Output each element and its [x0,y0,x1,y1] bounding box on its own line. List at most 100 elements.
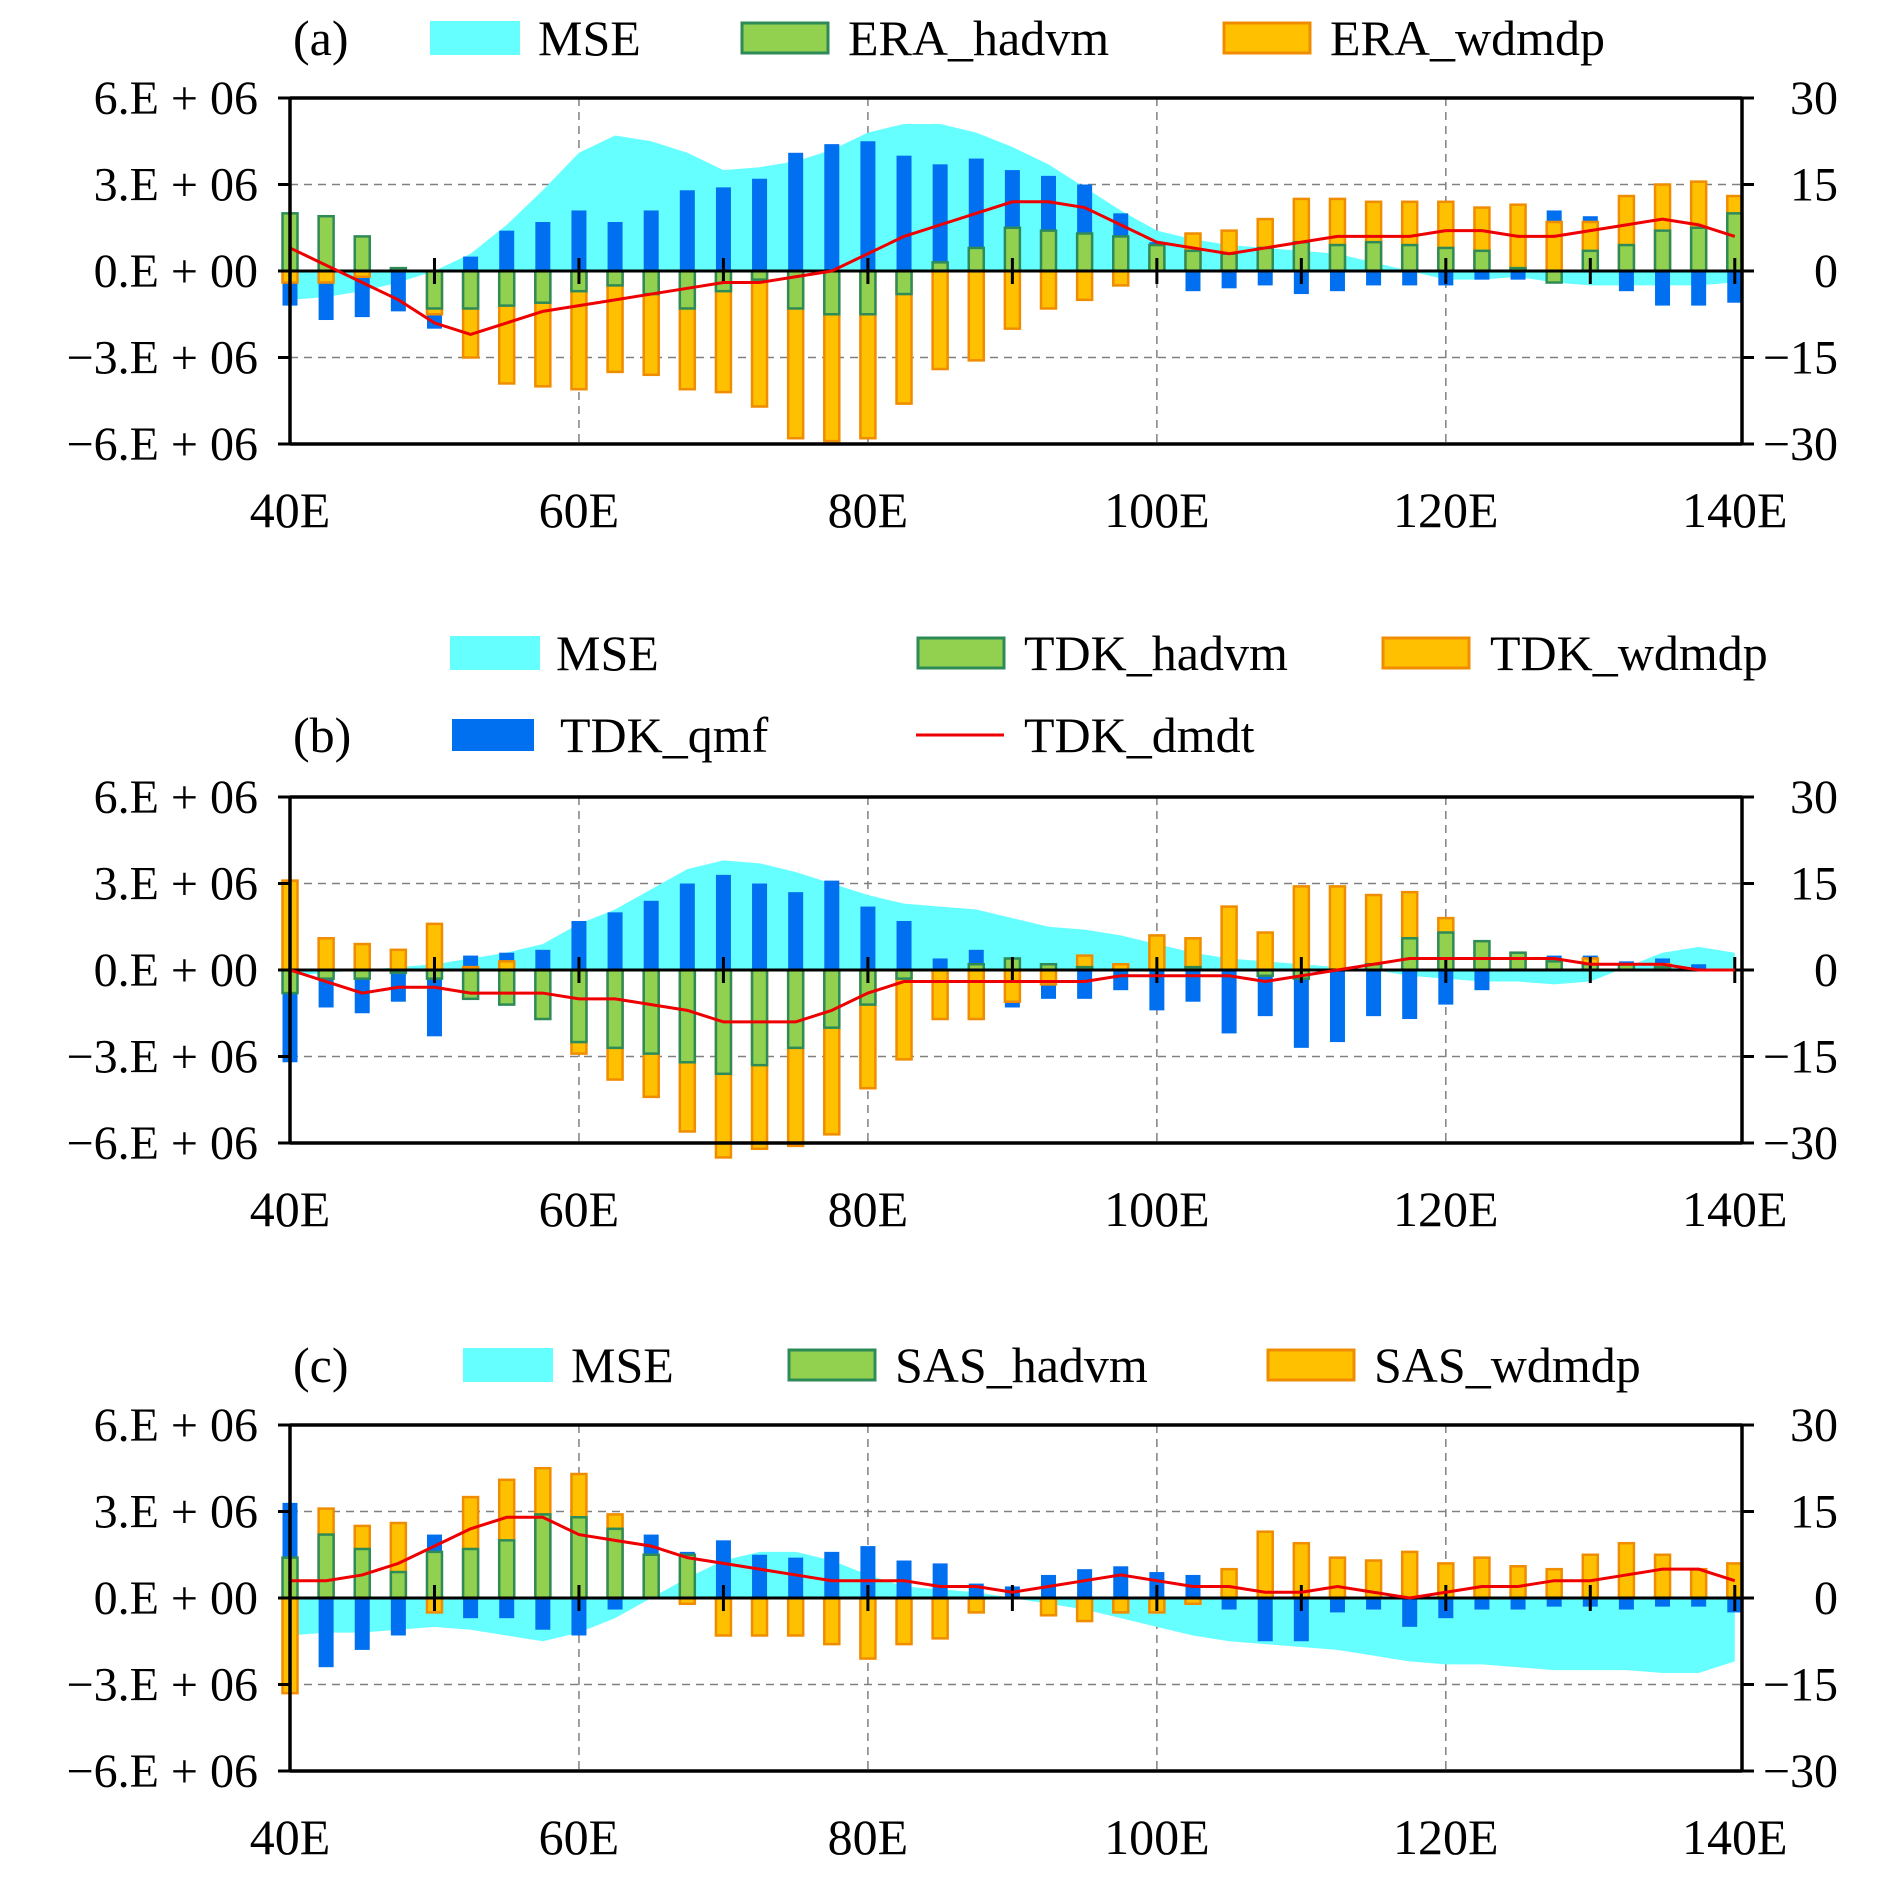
wdmdp-bar [1653,1553,1672,1600]
qmf-bar [932,958,948,970]
qmf-bar [1293,1598,1309,1642]
right-tick-label: 15 [1790,159,1838,212]
wdmdp-bar [1617,1541,1636,1600]
qmf-bar [1691,964,1707,970]
x-tick-label: 40E [250,482,331,538]
hadvm-bar [823,968,841,1029]
wdmdp-bar [1111,1596,1130,1614]
qmf-bar [390,271,406,312]
left-tick-label: −3.E + 06 [67,1659,258,1712]
x-tick-label: 80E [828,1809,909,1865]
hadvm-bar [678,1553,697,1600]
hadvm-bar [1111,235,1130,273]
panel-label: (c) [293,1337,349,1393]
legend-label-mse: MSE [538,10,641,66]
x-tick-label: 80E [828,482,909,538]
wdmdp-bar [1545,1567,1563,1600]
hadvm-bar [1689,226,1708,273]
dmdt-line [290,1515,1736,1600]
qmf-bar [679,883,695,970]
wdmdp-bar [1075,269,1094,302]
qmf-bar [1293,970,1309,1048]
dmdt-line [289,956,1735,1024]
qmf-bar [1077,970,1093,999]
right-tick-label: −15 [1763,1031,1838,1084]
x-tick-label: 120E [1393,1181,1499,1237]
qmf-bar [752,1554,768,1598]
hadvm-bar [353,235,371,273]
hadvm-bar [497,1539,516,1600]
hadvm-bar [606,269,624,287]
wdmdp-bar [389,948,408,972]
wdmdp-bar [353,942,371,972]
right-tick-label: −15 [1763,332,1838,385]
hadvm-bar [461,1547,480,1600]
qmf-bar [1329,970,1345,1043]
legend-swatch-hadvm [740,21,830,55]
qmf-bar [1185,271,1201,292]
wdmdp-bar [1256,931,1274,972]
legend-label-wdmdp: TDK_wdmdp [1490,625,1768,681]
qmf-bar [1221,970,1237,1034]
legend-swatch-mse [430,21,520,55]
right-tick-label: 30 [1790,1399,1838,1452]
qmf-bar [1618,1598,1634,1610]
hadvm-bar [1617,243,1636,273]
x-tick-label: 80E [828,1181,909,1237]
panel-label: (b) [293,707,351,763]
legend-label-hadvm: ERA_hadvm [848,10,1109,66]
left-tick-label: −3.E + 06 [67,332,258,385]
legend-label-dmdt: TDK_dmdt [1024,707,1255,763]
wdmdp-bar [750,269,769,408]
x-tick-label: 100E [1104,1809,1210,1865]
hadvm-bar [1400,937,1419,972]
legend-swatch-mse [450,636,540,670]
qmf-bar [1474,271,1490,280]
qmf-bar [1257,1598,1273,1642]
hadvm-bar [642,968,660,1055]
qmf-bar [354,271,370,318]
legend-label-hadvm: TDK_hadvm [1024,625,1288,681]
qmf-bar [1691,1598,1707,1607]
wdmdp-bar [1328,1556,1347,1600]
qmf-bar [1438,970,1454,1005]
x-tick-label: 120E [1393,1809,1499,1865]
hadvm-bar [534,269,552,304]
x-tick-label: 60E [539,482,620,538]
left-tick-label: −6.E + 06 [67,1745,258,1798]
qmf-bar [1366,271,1382,286]
qmf-bar [1077,1569,1093,1598]
x-tick-label: 140E [1682,1809,1788,1865]
qmf-bar [788,152,804,271]
hadvm-bar [1473,249,1491,273]
hadvm-bar [1220,252,1238,273]
qmf-bar [1510,271,1526,280]
qmf-bar [715,874,731,970]
hadvm-bar [497,269,516,307]
x-tick-label: 60E [539,1181,620,1237]
qmf-bar [1474,1598,1490,1610]
right-tick-label: 15 [1790,1486,1838,1539]
left-tick-label: −3.E + 06 [67,1031,258,1084]
qmf-bar [643,210,659,271]
left-tick-label: −6.E + 06 [67,418,258,471]
qmf-bar [571,1598,587,1636]
qmf-bar [788,1557,804,1598]
wdmdp-bar [1545,220,1563,273]
hadvm-bar [967,246,986,273]
qmf-bar [932,164,948,271]
qmf-bar [1691,271,1707,306]
qmf-bar [1185,970,1201,1002]
wdmdp-bar [1364,893,1383,972]
qmf-bar [824,880,840,970]
qmf-bar [1329,1598,1345,1613]
wdmdp-bar [317,937,335,972]
legend-label-wdmdp: ERA_wdmdp [1330,10,1605,66]
qmf-bar [1221,271,1237,289]
right-tick-label: −30 [1763,1117,1838,1170]
left-tick-label: 6.E + 06 [94,1399,258,1452]
hadvm-bar [317,1533,335,1600]
qmf-bar [896,920,912,970]
qmf-bar [1402,271,1418,286]
left-tick-label: −6.E + 06 [67,1117,258,1170]
